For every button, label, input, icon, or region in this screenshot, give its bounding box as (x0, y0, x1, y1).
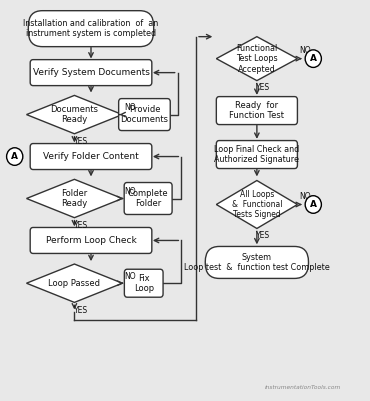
Polygon shape (27, 95, 122, 134)
Text: A: A (310, 54, 317, 63)
Text: YES: YES (256, 83, 270, 92)
Text: Folder
Ready: Folder Ready (61, 189, 88, 208)
Text: Functional
Test Loops
Accepted: Functional Test Loops Accepted (236, 44, 278, 73)
Circle shape (7, 148, 23, 165)
Text: YES: YES (74, 306, 88, 315)
FancyBboxPatch shape (30, 60, 152, 85)
Text: NO: NO (125, 187, 136, 196)
Text: Loop Passed: Loop Passed (48, 279, 100, 288)
Text: Fix
Loop: Fix Loop (134, 273, 154, 293)
Text: Provide
Documents: Provide Documents (121, 105, 168, 124)
Text: YES: YES (256, 231, 270, 240)
Text: Loop Final Check and
Authorized Signature: Loop Final Check and Authorized Signatur… (214, 145, 299, 164)
Polygon shape (27, 264, 122, 302)
Text: Installation and calibration  of  an
instrument system is completed: Installation and calibration of an instr… (23, 19, 159, 38)
Text: A: A (310, 200, 317, 209)
FancyBboxPatch shape (124, 182, 172, 215)
Circle shape (305, 196, 322, 213)
Text: Ready  for
Function Test: Ready for Function Test (229, 101, 285, 120)
FancyBboxPatch shape (124, 269, 163, 297)
Text: NO: NO (299, 192, 310, 201)
FancyBboxPatch shape (205, 247, 309, 278)
FancyBboxPatch shape (30, 227, 152, 253)
Text: Verify Folder Content: Verify Folder Content (43, 152, 139, 161)
Text: NO: NO (125, 271, 136, 281)
Text: All Loops
&  Functional
Tests Signed: All Loops & Functional Tests Signed (232, 190, 282, 219)
Text: YES: YES (74, 137, 88, 146)
Text: Complete
Folder: Complete Folder (128, 189, 168, 208)
Circle shape (305, 50, 322, 67)
Polygon shape (27, 179, 122, 218)
Polygon shape (216, 36, 297, 81)
Text: Documents
Ready: Documents Ready (50, 105, 98, 124)
FancyBboxPatch shape (28, 11, 154, 47)
Text: NO: NO (125, 103, 136, 112)
Polygon shape (216, 180, 297, 229)
Text: YES: YES (74, 221, 88, 230)
Text: System
Loop test  &  function test Complete: System Loop test & function test Complet… (184, 253, 330, 272)
FancyBboxPatch shape (216, 97, 297, 125)
FancyBboxPatch shape (216, 141, 297, 168)
FancyBboxPatch shape (30, 144, 152, 170)
Text: NO: NO (299, 46, 310, 55)
FancyBboxPatch shape (119, 99, 170, 131)
Text: Verify System Documents: Verify System Documents (33, 68, 149, 77)
Text: Perform Loop Check: Perform Loop Check (46, 236, 137, 245)
Text: instrumentationTools.com: instrumentationTools.com (265, 385, 341, 390)
Text: A: A (11, 152, 18, 161)
